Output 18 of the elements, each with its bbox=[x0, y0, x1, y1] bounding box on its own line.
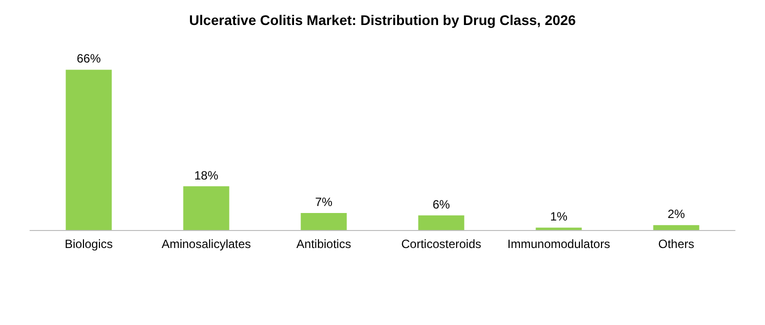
x-tick-label: Aminosalicylates bbox=[162, 237, 251, 251]
x-tick-label: Others bbox=[658, 237, 694, 251]
bar bbox=[653, 225, 700, 230]
data-label: 6% bbox=[432, 197, 450, 212]
data-label: 2% bbox=[668, 207, 686, 222]
data-label: 1% bbox=[550, 210, 568, 224]
x-tick-label: Immunomodulators bbox=[507, 237, 610, 251]
data-label: 66% bbox=[76, 52, 102, 66]
bar bbox=[183, 186, 230, 230]
x-tick-label: Antibiotics bbox=[296, 237, 352, 251]
chart-title: Ulcerative Colitis Market: Distribution by Drug Class, 2026 bbox=[189, 12, 576, 28]
bar bbox=[300, 213, 347, 230]
x-tick-label: Corticosteroids bbox=[401, 237, 482, 251]
x-tick-label: Biologics bbox=[64, 237, 113, 251]
bar bbox=[418, 215, 464, 230]
data-label: 7% bbox=[315, 195, 333, 209]
data-label: 18% bbox=[194, 168, 219, 182]
bar bbox=[66, 70, 112, 230]
